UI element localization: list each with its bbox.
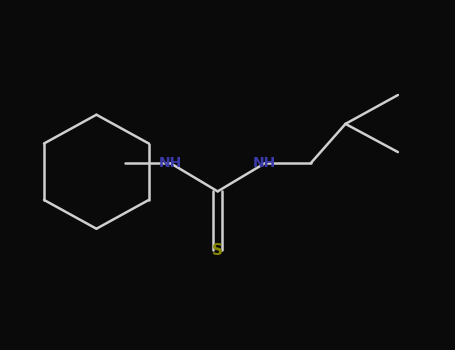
Text: NH: NH xyxy=(159,156,182,170)
Text: S: S xyxy=(212,243,223,258)
Text: NH: NH xyxy=(253,156,277,170)
